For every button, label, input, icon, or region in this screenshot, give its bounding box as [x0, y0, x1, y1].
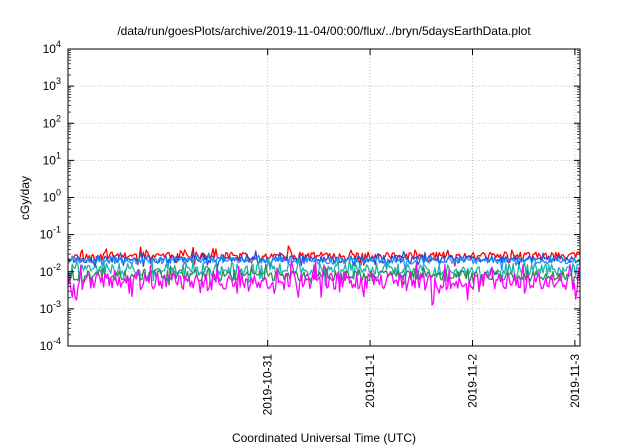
- series-line: [67, 253, 581, 271]
- x-tick-label: 2019-11-2: [465, 354, 479, 408]
- series-line: [67, 260, 581, 306]
- y-axis: 10-4 10-3 10-2 10-1 100 101 102 103 104: [40, 39, 580, 353]
- chart-title: /data/run/goesPlots/archive/2019-11-04/0…: [117, 24, 531, 38]
- y-tick-label: 102: [43, 113, 61, 130]
- y-tick-label: 101: [43, 150, 61, 167]
- y-tick-label: 103: [43, 76, 61, 93]
- series-line: [67, 245, 581, 267]
- x-tick-label: 2019-10-31: [261, 354, 275, 416]
- x-tick-label: 2019-11-3: [568, 354, 582, 408]
- grid: [68, 49, 580, 346]
- y-axis-label: cGy/day: [18, 176, 32, 220]
- y-tick-label: 10-2: [40, 262, 61, 279]
- y-tick-label: 100: [43, 188, 61, 205]
- y-tick-label: 10-4: [40, 336, 61, 353]
- series-line: [67, 263, 581, 293]
- y-tick-label: 10-1: [40, 225, 61, 242]
- x-axis: 2019-10-312019-11-12019-11-22019-11-3201…: [261, 49, 582, 416]
- y-tick-label: 104: [43, 39, 61, 56]
- x-axis-label: Coordinated Universal Time (UTC): [232, 431, 416, 445]
- y-tick-label: 10-3: [40, 299, 61, 316]
- x-tick-label: 2019-11-1: [363, 354, 377, 408]
- plot-series: [67, 245, 581, 306]
